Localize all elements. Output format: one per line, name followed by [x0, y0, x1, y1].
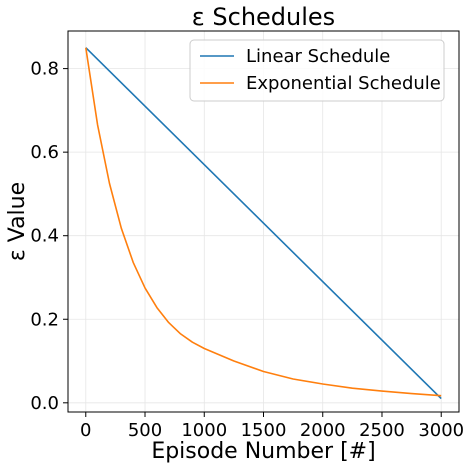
x-tick-label: 3000	[418, 420, 464, 441]
y-tick-label: 0.8	[30, 59, 59, 80]
ticks: 0 500 1000 1500 2000 2500 3000 0.0 0.2 0.4 0.6 0.8	[30, 59, 464, 441]
y-tick-label: 0.2	[30, 309, 59, 330]
x-tick-label: 2500	[359, 420, 405, 441]
x-tick-label: 0	[80, 420, 91, 441]
x-axis-label: Episode Number [#]	[151, 439, 375, 464]
y-tick-label: 0.0	[30, 393, 59, 414]
y-axis-label: ε Value	[5, 182, 30, 261]
x-tick-label: 500	[128, 420, 162, 441]
x-tick-label: 1000	[181, 420, 227, 441]
series-line-linear	[85, 47, 442, 400]
y-tick-label: 0.6	[30, 142, 59, 163]
series-layer	[85, 47, 442, 400]
series-line-exponential	[85, 47, 442, 397]
x-tick-label: 2000	[300, 420, 346, 441]
legend-box	[189, 39, 445, 102]
legend-label: Linear Schedule	[246, 46, 390, 67]
chart-title: ε Schedules	[192, 3, 335, 31]
x-tick-label: 1500	[241, 420, 287, 441]
legend: Linear Schedule Exponential Schedule	[189, 39, 445, 102]
legend-label: Exponential Schedule	[246, 73, 441, 94]
y-tick-label: 0.4	[30, 226, 59, 247]
